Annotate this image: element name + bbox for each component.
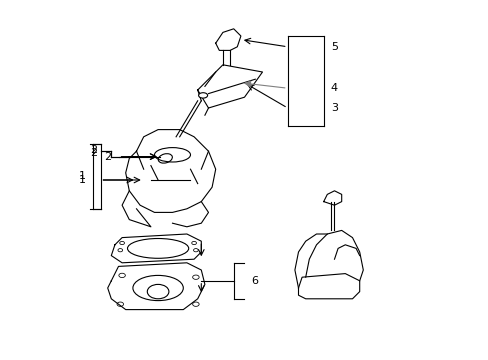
Text: 2: 2 <box>104 152 111 162</box>
Text: 3: 3 <box>330 103 337 113</box>
Text: 6: 6 <box>251 276 258 286</box>
Text: 5: 5 <box>330 42 337 52</box>
Ellipse shape <box>198 93 207 98</box>
Text: 1: 1 <box>79 171 86 181</box>
Text: 2: 2 <box>90 145 97 155</box>
Text: 1: 1 <box>79 175 86 185</box>
Text: 2: 2 <box>90 148 97 158</box>
Text: 4: 4 <box>330 83 337 93</box>
